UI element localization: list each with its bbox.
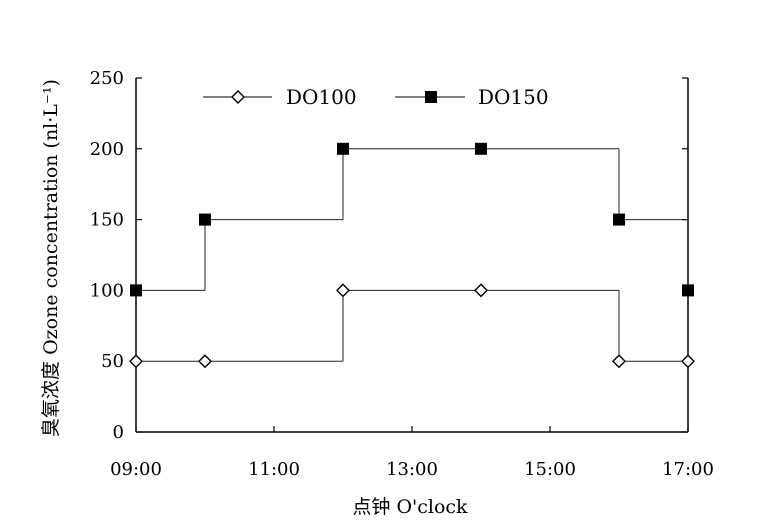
y-tick-label: 100	[90, 280, 124, 301]
step-lines	[136, 148, 689, 362]
data-point-do100	[681, 354, 695, 369]
y-tick-label: 200	[90, 139, 124, 160]
legend-label-do100: DO100	[286, 85, 357, 109]
legend-label-do150: DO150	[478, 85, 549, 109]
legend-marker-do150	[425, 91, 437, 103]
data-point-do150	[682, 284, 694, 297]
data-point-do100	[129, 354, 143, 369]
legend-square-icon	[425, 91, 437, 103]
y-tick-label: 50	[101, 351, 124, 372]
data-point-do100	[336, 283, 350, 298]
y-tick-label: 0	[113, 422, 124, 443]
data-point-do150	[337, 142, 349, 155]
x-tick-label: 13:00	[386, 459, 438, 480]
legend-marker-do100	[231, 90, 245, 104]
x-tick-label: 11:00	[248, 459, 300, 480]
y-tick-label: 250	[90, 68, 124, 89]
data-point-do100	[474, 283, 488, 298]
axes: 0 50 100 150 200 250 09:00 11:00 13:00 15:00 17:00	[90, 68, 714, 480]
data-point-do150	[613, 213, 625, 226]
x-tick-label: 17:00	[662, 459, 714, 480]
markers	[129, 142, 695, 369]
legend: DO100 DO150	[203, 85, 549, 109]
x-axis-title: 点钟 O'clock	[352, 496, 468, 518]
x-tick-label: 09:00	[110, 459, 162, 480]
data-point-do150	[475, 142, 487, 155]
data-point-do100	[198, 354, 212, 369]
legend-diamond-icon	[231, 90, 245, 104]
data-point-do150	[199, 213, 211, 226]
y-tick-label: 150	[90, 210, 124, 231]
data-point-do100	[612, 354, 626, 369]
x-tick-label: 15:00	[524, 459, 576, 480]
y-axis-title: 臭氧浓度 Ozone concentration (nl·L⁻¹)	[40, 79, 62, 437]
data-point-do150	[130, 284, 142, 297]
